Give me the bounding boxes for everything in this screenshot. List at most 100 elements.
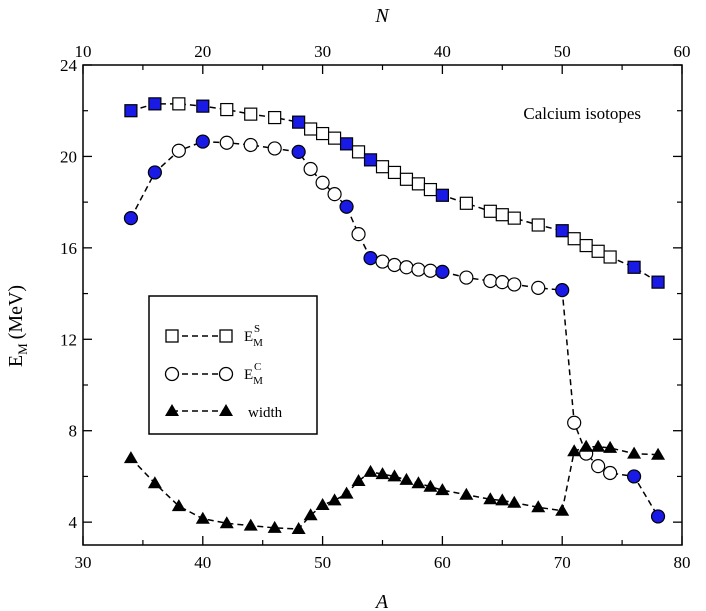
data-point-square <box>483 204 497 218</box>
data-point-square <box>244 107 258 121</box>
legend-marker-es-right <box>219 329 233 343</box>
data-point-square <box>196 99 210 113</box>
data-point-circle <box>483 273 498 289</box>
legend-marker-es-left <box>165 329 179 343</box>
data-point-triangle <box>531 500 546 513</box>
data-point-circle <box>555 283 570 298</box>
data-point-circle <box>123 211 139 226</box>
data-point-square <box>411 177 426 191</box>
data-point-triangle <box>507 495 522 508</box>
data-point-circle <box>495 275 510 290</box>
x2-tick-label: 20 <box>194 42 211 61</box>
x-axis-title: A <box>374 591 389 611</box>
data-point-square <box>423 182 438 197</box>
data-point-square <box>292 115 306 129</box>
legend-marker-width-left <box>165 404 179 416</box>
data-point-circle <box>339 199 354 214</box>
data-point-square <box>495 208 509 222</box>
data-point-circle <box>327 187 342 202</box>
data-point-triangle <box>303 508 318 521</box>
y-tick-label: 8 <box>69 422 78 441</box>
x2-tick-label: 50 <box>554 42 571 61</box>
x-tick-label: 30 <box>75 553 92 572</box>
data-point-square <box>531 218 545 232</box>
data-point-triangle <box>387 469 402 482</box>
data-point-triangle <box>123 451 138 464</box>
data-point-square <box>507 211 521 225</box>
data-point-circle <box>351 227 366 242</box>
x2-tick-label: 40 <box>434 42 451 61</box>
data-point-square <box>591 244 605 258</box>
data-point-square <box>399 172 414 186</box>
data-point-triangle <box>579 439 594 452</box>
data-point-square <box>220 102 234 117</box>
data-point-circle <box>626 469 642 484</box>
data-point-triangle <box>399 472 414 485</box>
data-point-circle <box>315 175 330 190</box>
data-point-square <box>172 97 186 111</box>
data-point-triangle <box>219 516 234 529</box>
data-point-triangle <box>411 476 426 489</box>
data-point-circle <box>375 254 390 269</box>
data-point-triangle <box>627 446 642 459</box>
data-point-square <box>339 137 354 151</box>
data-point-circle <box>459 270 474 285</box>
x2-tick-label: 30 <box>314 42 331 61</box>
legend-marker-ec-right <box>218 366 234 382</box>
data-point-square <box>555 224 569 238</box>
data-point-triangle <box>267 520 282 533</box>
data-point-triangle <box>243 518 258 531</box>
data-point-square <box>435 188 449 202</box>
legend-label-ec-main: E <box>244 367 253 383</box>
data-point-triangle <box>591 439 606 452</box>
y-tick-label: 24 <box>60 56 78 75</box>
data-point-circle <box>243 137 258 153</box>
data-point-circle <box>650 509 666 524</box>
data-point-square <box>459 196 473 210</box>
data-point-triangle <box>363 464 378 477</box>
data-point-triangle <box>171 499 186 512</box>
data-point-circle <box>147 165 162 180</box>
series-layer <box>123 97 666 534</box>
data-point-circle <box>171 143 186 158</box>
data-point-circle <box>399 260 414 275</box>
data-point-triangle <box>195 511 210 524</box>
x-tick-label: 60 <box>434 553 451 572</box>
data-point-circle <box>291 144 306 159</box>
x2-axis-title: N <box>374 5 390 27</box>
data-point-square <box>304 122 318 136</box>
data-point-square <box>603 250 617 264</box>
x-tick-label: 70 <box>554 553 571 572</box>
x2-tick-label: 60 <box>674 42 691 61</box>
data-point-triangle <box>567 444 582 457</box>
legend-label-es: EMS <box>244 323 263 349</box>
legend-label-width: width <box>248 405 283 421</box>
data-point-square <box>327 131 342 145</box>
data-point-triangle <box>327 493 342 506</box>
legend-label-ec-sub: M <box>253 375 263 387</box>
x-tick-label: 40 <box>194 553 211 572</box>
data-point-square <box>268 110 282 125</box>
data-point-square <box>124 104 138 118</box>
data-point-square <box>567 232 581 246</box>
series-line <box>130 103 659 283</box>
data-point-circle <box>303 161 318 177</box>
y-tick-label: 12 <box>60 330 77 349</box>
data-point-triangle <box>339 486 354 499</box>
data-point-triangle <box>483 492 498 505</box>
data-point-circle <box>411 262 426 277</box>
series-1 <box>123 134 666 524</box>
data-point-triangle <box>315 498 330 510</box>
data-point-circle <box>531 280 546 295</box>
legend-label-ec: EMC <box>244 361 263 387</box>
ticks-layer: 30 40 50 60 70 80 10 20 30 40 50 60 4 8 12 16 20 24 <box>60 42 691 572</box>
data-point-circle <box>267 141 282 156</box>
y-tick-label: 16 <box>60 239 77 258</box>
data-point-triangle <box>351 474 366 486</box>
data-point-square <box>579 238 593 253</box>
x2-tick-label: 10 <box>75 42 92 61</box>
series-2 <box>123 439 666 534</box>
data-point-circle <box>387 257 402 273</box>
y-axis-title: EM (MeV) <box>5 285 30 367</box>
